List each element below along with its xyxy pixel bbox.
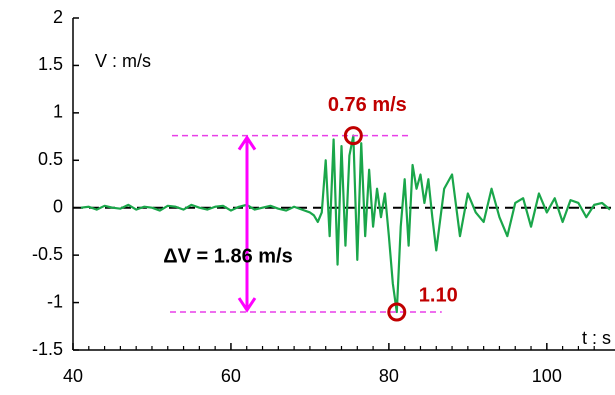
y-tick-label: 0	[53, 196, 63, 216]
line	[80, 134, 611, 314]
arrow-head	[237, 134, 257, 151]
y-tick-label: 1	[53, 102, 63, 122]
x-tick-label: 80	[379, 366, 399, 386]
y-tick-label: 1.5	[38, 54, 63, 74]
y-tick-label: -1	[47, 291, 63, 311]
x-tick-label: 100	[532, 366, 562, 386]
y-axis-label: V : m/s	[95, 51, 151, 71]
y-tick-label: 0.5	[38, 149, 63, 169]
x-tick-label: 60	[221, 366, 241, 386]
y-tick-label: -0.5	[32, 244, 63, 264]
delta-label: ΔV = 1.86 m/s	[163, 245, 292, 267]
y-tick-label: 2	[53, 7, 63, 27]
trough-marker	[387, 302, 407, 322]
trough-label: 1.10	[419, 284, 458, 306]
peak-marker	[343, 126, 363, 146]
x-axis-label: t : s	[582, 328, 611, 348]
y-tick-label: -1.5	[32, 339, 63, 359]
x-tick-label: 40	[63, 366, 83, 386]
peak-label: 0.76 m/s	[328, 94, 407, 116]
arrow-head	[237, 297, 257, 313]
